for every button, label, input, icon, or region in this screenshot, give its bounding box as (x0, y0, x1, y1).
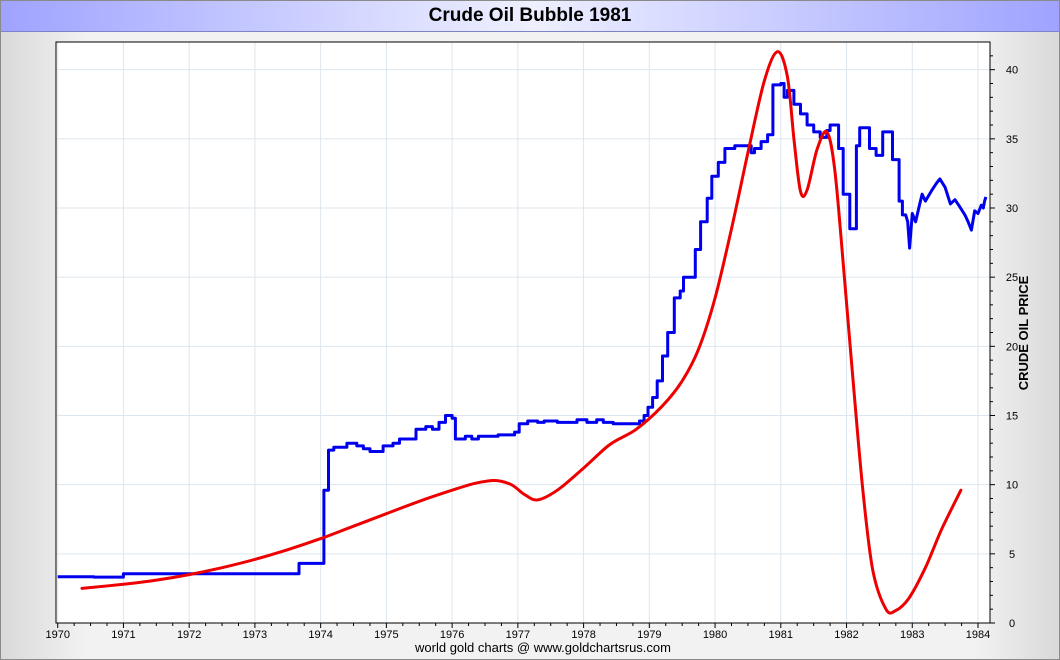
series-lines (57, 50, 988, 615)
y-tick-label: 35 (1006, 134, 1018, 146)
y-tick-label: 10 (1006, 480, 1018, 492)
x-tick-label: 1978 (571, 629, 595, 641)
y-tick-label: 5 (1009, 549, 1015, 561)
footer-credit: world gold charts @ www.goldchartsrus.co… (414, 640, 671, 655)
y-tick-label: 15 (1006, 411, 1018, 423)
axis-ticks: 1970 1971 1972 1973 1974 1975 1976 1977 1978 1979… (45, 55, 1018, 641)
title-bar: Crude Oil Bubble 1981 (1, 1, 1059, 32)
x-tick-label: 1971 (111, 629, 135, 641)
y-tick-label: 20 (1006, 341, 1018, 353)
x-tick-label: 1981 (769, 629, 793, 641)
y-axis-title: CRUDE OIL PRICE (1016, 275, 1031, 390)
x-tick-label: 1976 (440, 629, 464, 641)
bubble-curve-line (80, 50, 963, 615)
crude-oil-price-line (57, 82, 988, 579)
y-tick-label: 30 (1006, 203, 1018, 215)
x-tick-label: 1970 (45, 629, 69, 641)
x-tick-label: 1973 (243, 629, 267, 641)
x-tick-label: 1979 (637, 629, 661, 641)
x-tick-label: 1982 (834, 629, 858, 641)
x-tick-label: 1977 (506, 629, 530, 641)
x-tick-label: 1980 (703, 629, 727, 641)
x-tick-label: 1984 (966, 629, 990, 641)
y-tick-label: 0 (1009, 618, 1015, 630)
x-tick-label: 1983 (900, 629, 924, 641)
x-tick-label: 1974 (308, 629, 332, 641)
plot-border (55, 41, 991, 624)
chart-title: Crude Oil Bubble 1981 (428, 5, 632, 26)
y-tick-label: 25 (1006, 272, 1018, 284)
y-tick-label: 40 (1006, 65, 1018, 77)
x-tick-label: 1972 (177, 629, 201, 641)
x-tick-label: 1975 (374, 629, 398, 641)
